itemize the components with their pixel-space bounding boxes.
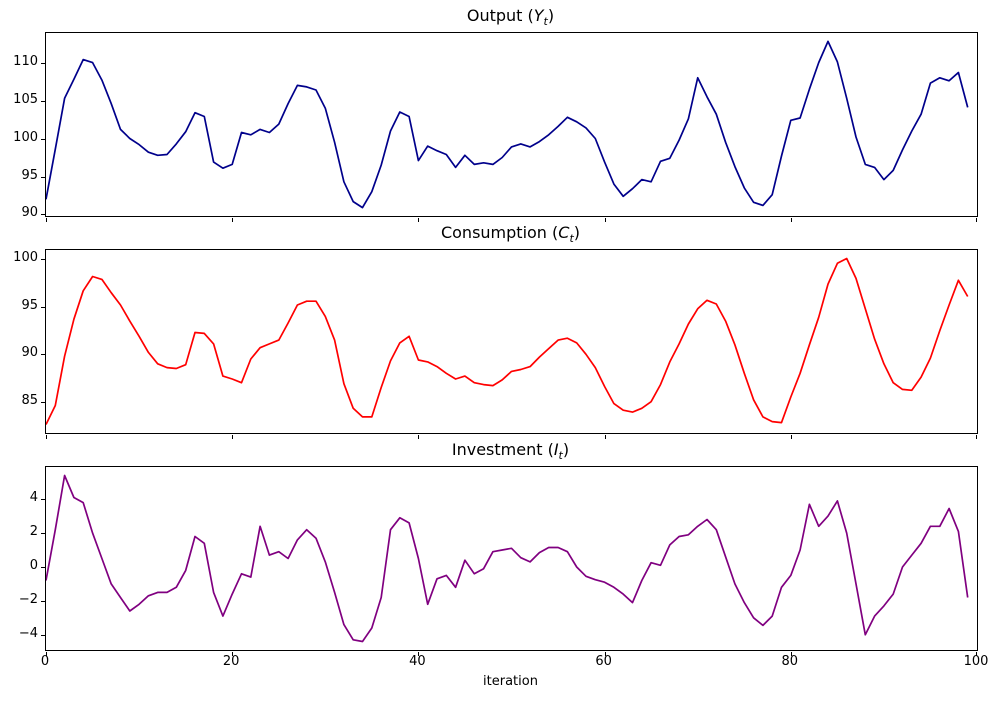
y-tick-label: 95 — [21, 297, 38, 313]
x-tick-mark — [46, 652, 47, 656]
title-text: Consumption ( — [440, 223, 559, 242]
x-tick-mark — [976, 652, 977, 656]
x-tick-label: 100 — [963, 654, 989, 669]
x-tick-label: 40 — [409, 654, 426, 669]
x-tick-label: 60 — [595, 654, 612, 669]
x-tick-mark — [605, 435, 606, 439]
y-tick-label: 2 — [29, 524, 38, 540]
x-tick-mark — [232, 218, 233, 222]
subplot-output-title: Output (Yt) — [466, 6, 555, 29]
x-tick-label: 20 — [222, 654, 240, 669]
investment-y-tick-labels: −4 −2 0 2 4 — [0, 466, 45, 649]
subplot-output: Output (Yt) 90 95 100 105 110 — [0, 6, 999, 222]
y-tick-mark — [41, 499, 45, 500]
subplot-consumption: Consumption (Ct) 85 90 95 100 — [0, 223, 999, 439]
x-tick-mark — [46, 218, 47, 222]
x-tick-mark — [791, 652, 792, 656]
y-tick-label: 4 — [29, 490, 38, 506]
y-tick-label: 110 — [13, 53, 38, 69]
y-tick-label: −2 — [18, 591, 38, 607]
x-tick-mark — [232, 652, 233, 656]
output-y-tick-labels: 90 95 100 105 110 — [0, 32, 45, 221]
output-line-series — [46, 40, 969, 209]
subplot-consumption-title: Consumption (Ct) — [440, 223, 581, 246]
y-tick-mark — [41, 101, 45, 102]
x-axis-label: iteration — [483, 674, 538, 689]
x-tick-mark — [976, 435, 977, 439]
axes-frame-investment — [41, 466, 978, 656]
y-tick-mark — [41, 307, 45, 308]
x-tick-mark — [976, 218, 977, 222]
y-tick-mark — [41, 533, 45, 534]
y-tick-label: 90 — [21, 205, 38, 221]
subplot-investment-title: Investment (It) — [451, 440, 570, 463]
x-tick-label: 0 — [40, 654, 50, 669]
x-tick-mark — [605, 218, 606, 222]
y-tick-label: 100 — [13, 129, 38, 145]
y-tick-mark — [41, 139, 45, 140]
y-tick-mark — [41, 567, 45, 568]
axes-frame-output — [41, 32, 978, 222]
x-axis-tick-labels: 0 20 40 60 80 100 — [41, 654, 989, 670]
x-tick-mark — [418, 652, 419, 656]
y-tick-label: 105 — [13, 91, 38, 107]
title-text: Investment ( — [451, 440, 554, 459]
series-line — [46, 40, 969, 209]
title-symbol: Yt — [533, 6, 548, 29]
y-tick-mark — [41, 635, 45, 636]
consumption-line-series — [46, 257, 969, 425]
y-tick-mark — [41, 177, 45, 178]
y-tick-mark — [41, 259, 45, 260]
x-tick-mark — [46, 435, 47, 439]
y-tick-label: 95 — [21, 167, 38, 183]
consumption-y-tick-labels: 85 90 95 100 — [0, 249, 45, 432]
y-tick-mark — [41, 402, 45, 403]
y-tick-mark — [41, 354, 45, 355]
title-symbol: It — [553, 440, 563, 463]
series-line — [46, 257, 969, 425]
title-symbol: Ct — [558, 223, 574, 246]
y-tick-label: 90 — [21, 345, 38, 361]
x-tick-mark — [418, 218, 419, 222]
y-tick-label: 85 — [21, 392, 38, 408]
y-tick-label: 100 — [13, 250, 38, 266]
series-line — [46, 474, 969, 643]
y-tick-mark — [41, 214, 45, 215]
x-tick-mark — [232, 435, 233, 439]
x-tick-mark — [791, 435, 792, 439]
x-tick-mark — [418, 435, 419, 439]
axes-frame-consumption — [41, 249, 978, 439]
y-tick-label: −4 — [18, 625, 38, 641]
investment-line-series — [46, 474, 969, 643]
y-tick-mark — [41, 601, 45, 602]
x-tick-mark — [605, 652, 606, 656]
y-tick-label: 0 — [29, 557, 38, 573]
x-tick-mark — [791, 218, 792, 222]
y-tick-mark — [41, 63, 45, 64]
title-text: Output ( — [466, 6, 534, 25]
x-tick-label: 80 — [781, 654, 799, 669]
subplot-investment: Investment (It) −4 −2 0 2 4 — [0, 440, 999, 656]
